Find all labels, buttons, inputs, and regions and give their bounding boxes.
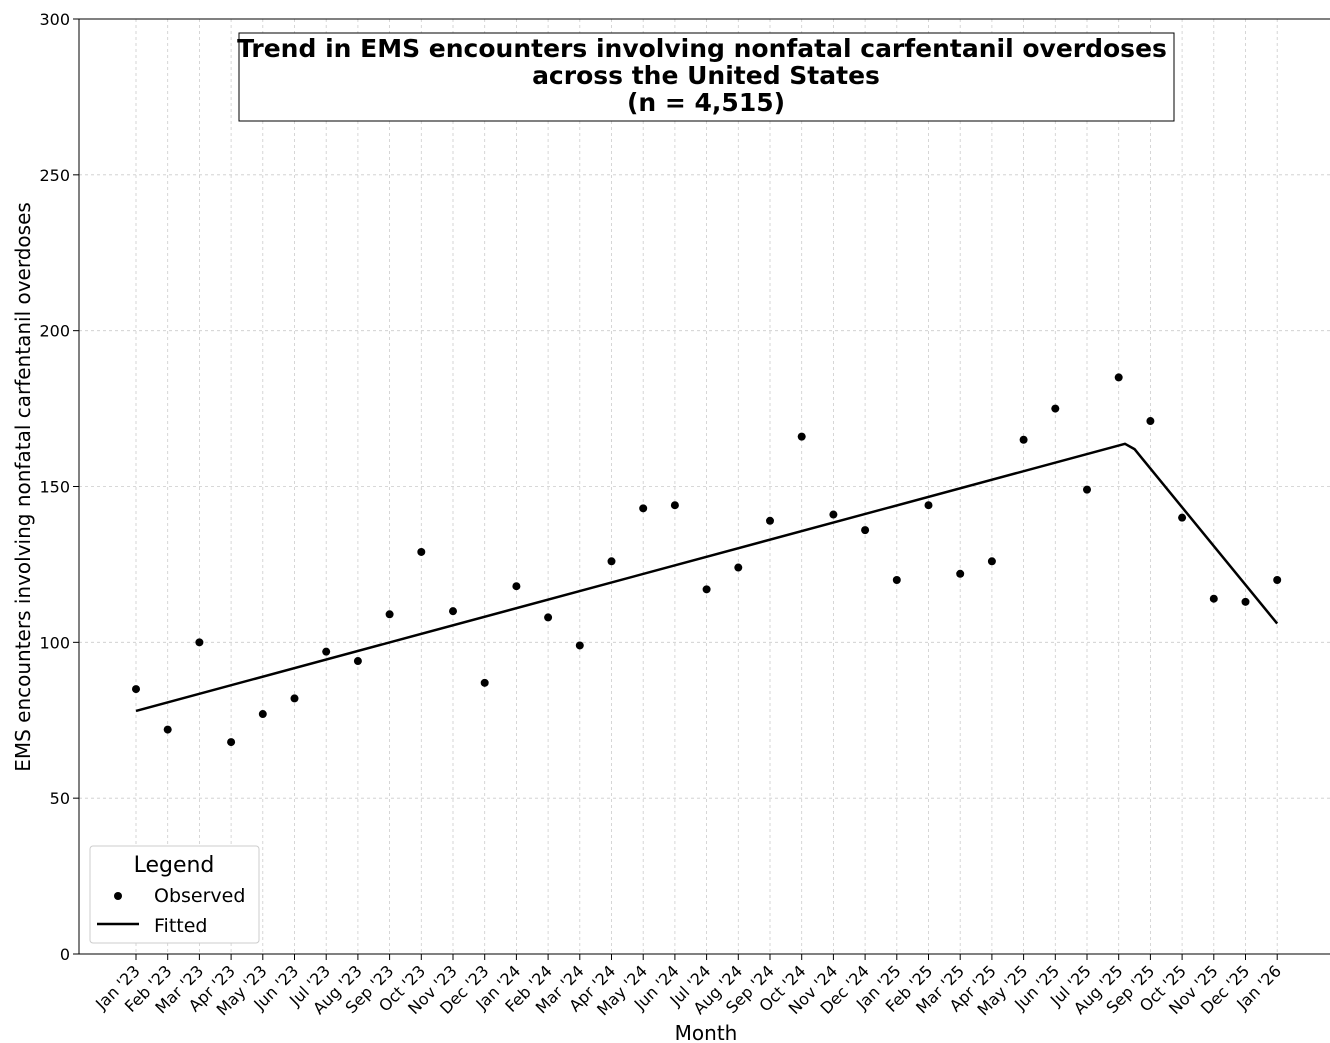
y-tick-label: 50 xyxy=(50,789,70,808)
observed-point xyxy=(544,613,553,622)
title-frame xyxy=(238,32,1175,122)
observed-point xyxy=(385,610,394,619)
chart-title-box: Trend in EMS encounters involving nonfat… xyxy=(237,32,1175,122)
observed-point xyxy=(1019,435,1028,444)
observed-point xyxy=(322,647,331,656)
grid-lines xyxy=(79,19,1330,954)
legend-title: Legend xyxy=(134,853,215,878)
y-ticks: 0 50 100 150 200 250 300 xyxy=(39,10,79,964)
legend-observed-label: Observed xyxy=(154,885,245,907)
legend: Legend Observed Fitted xyxy=(89,845,260,944)
observed-point xyxy=(829,510,838,519)
observed-point xyxy=(702,585,711,594)
observed-point xyxy=(480,678,489,687)
y-tick-label: 250 xyxy=(39,166,70,185)
observed-point xyxy=(734,563,743,572)
y-tick-label: 0 xyxy=(60,945,70,964)
observed-point xyxy=(1114,373,1123,382)
observed-point xyxy=(924,501,933,510)
y-axis-label: EMS encounters involving nonfatal carfen… xyxy=(11,202,35,772)
observed-point xyxy=(575,641,584,650)
observed-point xyxy=(1146,417,1155,426)
observed-point xyxy=(132,685,140,694)
chart-title-line-2: across the United States xyxy=(532,61,880,90)
observed-point xyxy=(195,638,204,647)
observed-point xyxy=(1083,485,1091,494)
observed-point xyxy=(290,694,299,703)
observed-point xyxy=(449,607,457,616)
legend-frame xyxy=(89,845,260,944)
y-tick-label: 100 xyxy=(39,633,70,652)
observed-point xyxy=(861,526,870,535)
legend-fitted-label: Fitted xyxy=(154,915,207,937)
observed-point xyxy=(639,504,648,513)
fitted-trend-line xyxy=(135,442,1279,713)
legend-observed-marker xyxy=(114,892,122,900)
observed-point xyxy=(956,569,965,578)
observed-point xyxy=(258,710,267,719)
chart-title-line-3: (n = 4,515) xyxy=(627,88,785,117)
observed-point xyxy=(607,557,616,566)
observed-point xyxy=(1178,513,1187,522)
observed-point xyxy=(353,657,362,666)
chart-title-line-1: Trend in EMS encounters involving nonfat… xyxy=(237,34,1167,63)
observed-point xyxy=(163,725,172,734)
observed-point xyxy=(1241,597,1250,606)
observed-point xyxy=(227,738,236,747)
observed-point xyxy=(512,582,521,591)
observed-point xyxy=(1051,404,1060,413)
observed-point xyxy=(670,501,679,510)
y-tick-label: 300 xyxy=(39,10,70,29)
observed-point xyxy=(1209,594,1218,603)
observed-point xyxy=(797,432,806,441)
y-tick-label: 150 xyxy=(39,478,70,497)
observed-point xyxy=(1273,576,1282,584)
observed-point xyxy=(766,516,774,525)
series-layer xyxy=(132,373,1282,747)
x-axis-label: Month xyxy=(675,1021,738,1043)
y-tick-label: 200 xyxy=(39,322,70,341)
observed-point xyxy=(987,557,996,566)
observed-point xyxy=(417,547,426,556)
observed-point xyxy=(892,576,901,584)
